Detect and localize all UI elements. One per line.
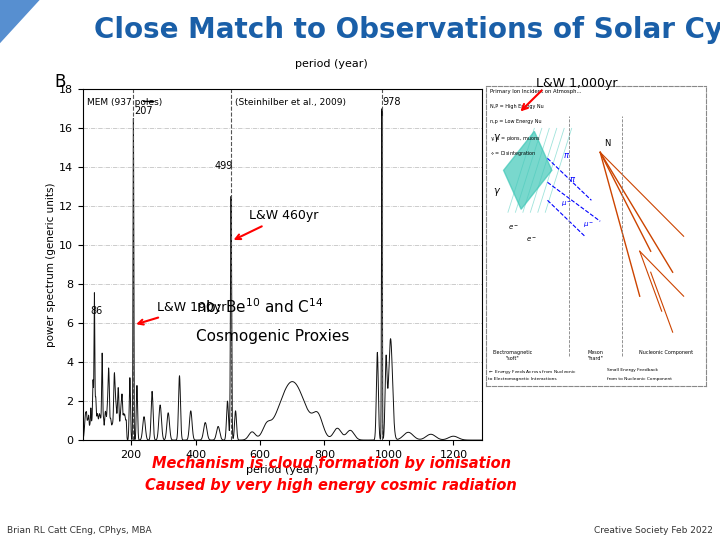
Text: Cosmogenic Proxies: Cosmogenic Proxies	[196, 329, 349, 343]
Text: Primary Ion Incident on Atmosph...: Primary Ion Incident on Atmosph...	[490, 90, 582, 94]
Text: 499: 499	[215, 161, 233, 171]
Text: $\diamond$ = Disintegration: $\diamond$ = Disintegration	[490, 150, 536, 158]
Text: $\pi$: $\pi$	[570, 176, 577, 184]
Text: L&W 1,000yr: L&W 1,000yr	[536, 77, 618, 90]
Text: Electromagnetic
"soft": Electromagnetic "soft"	[492, 350, 533, 361]
Text: $\mu^-$: $\mu^-$	[582, 220, 594, 230]
Text: N: N	[605, 139, 611, 148]
Text: N,P = High Energy Nu: N,P = High Energy Nu	[490, 104, 544, 110]
Text: Creative Society Feb 2022: Creative Society Feb 2022	[594, 525, 713, 535]
Text: $\leftarrow$ Energy Feeds Across from Nucleonic: $\leftarrow$ Energy Feeds Across from Nu…	[488, 368, 577, 376]
Text: B: B	[54, 73, 66, 91]
Text: $\gamma$: $\gamma$	[492, 186, 501, 198]
Text: MEM (937 poles): MEM (937 poles)	[87, 98, 162, 107]
Text: Meson
"hard": Meson "hard"	[588, 350, 604, 361]
X-axis label: period (year): period (year)	[246, 465, 319, 475]
Text: (Steinhilber et al., 2009): (Steinhilber et al., 2009)	[235, 98, 346, 107]
Text: Small Energy Feedback: Small Energy Feedback	[607, 368, 658, 372]
Text: nb: Be$^{10}$ and C$^{14}$: nb: Be$^{10}$ and C$^{14}$	[196, 298, 323, 316]
Text: $e^-$: $e^-$	[508, 224, 519, 232]
Text: $e^-$: $e^-$	[526, 235, 536, 244]
Text: Brian RL Catt CEng, CPhys, MBA: Brian RL Catt CEng, CPhys, MBA	[7, 525, 152, 535]
Text: $\pi$: $\pi$	[563, 151, 570, 160]
Text: to Electromagnetic Interactions: to Electromagnetic Interactions	[488, 377, 557, 381]
Y-axis label: power spectrum (generic units): power spectrum (generic units)	[46, 183, 56, 347]
Text: 207: 207	[134, 106, 153, 117]
Text: Mechanism is cloud formation by ionisation: Mechanism is cloud formation by ionisati…	[152, 456, 510, 471]
Text: $\gamma$, $\mu$ = pions, muons: $\gamma$, $\mu$ = pions, muons	[490, 134, 541, 143]
Text: L&W 190yr: L&W 190yr	[138, 301, 226, 325]
Text: $\mu^-$: $\mu^-$	[561, 199, 572, 210]
Text: period (year): period (year)	[294, 59, 368, 70]
Text: Close Match to Observations of Solar Cycles: Close Match to Observations of Solar Cyc…	[94, 16, 720, 44]
Text: Nucleonic Component: Nucleonic Component	[639, 350, 693, 355]
Text: 978: 978	[382, 97, 401, 106]
Text: Caused by very high energy cosmic radiation: Caused by very high energy cosmic radiat…	[145, 478, 517, 493]
Text: n,p = Low Energy Nu: n,p = Low Energy Nu	[490, 119, 542, 124]
Text: from to Nucleonic Component: from to Nucleonic Component	[607, 377, 672, 381]
Text: 86: 86	[90, 306, 102, 316]
Text: $\gamma$: $\gamma$	[492, 132, 501, 144]
Text: L&W 460yr: L&W 460yr	[235, 210, 318, 239]
Polygon shape	[503, 131, 552, 210]
